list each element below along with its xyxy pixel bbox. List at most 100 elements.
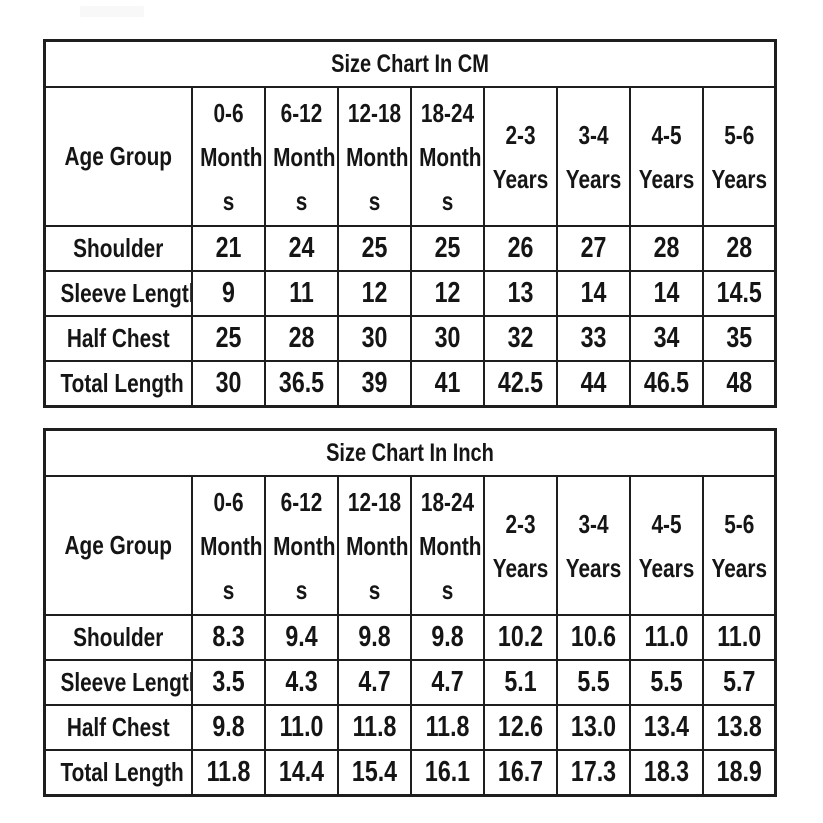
- value-cell: 30: [409, 315, 485, 362]
- value-cell: 14: [555, 270, 631, 317]
- value-cell: 27: [555, 225, 631, 272]
- row-label-shoulder: Shoulder: [43, 614, 193, 661]
- value-cell: 32: [482, 315, 558, 362]
- value-cell: 17.3: [555, 749, 631, 797]
- value-cell: 44: [555, 360, 631, 408]
- value-cell: 3.5: [190, 659, 266, 706]
- row-label-half-chest: Half Chest: [43, 315, 193, 362]
- row-label-half-chest: Half Chest: [43, 704, 193, 751]
- column-header-0-6-months: 0-6 Month s: [190, 86, 266, 227]
- column-header-4-5-years: 4-5 Years: [628, 86, 704, 227]
- table-row: Shoulder 8.3 9.4 9.8 9.8 10.2 10.6 11.0 11.0: [43, 614, 777, 661]
- column-header-5-6-years: 5-6 Years: [701, 86, 777, 227]
- column-header-3-4-years: 3-4 Years: [555, 86, 631, 227]
- value-cell: 24: [263, 225, 339, 272]
- value-cell: 30: [190, 360, 266, 408]
- watermark-artifact: [80, 6, 144, 17]
- value-cell: 11: [263, 270, 339, 317]
- column-header-6-12-months: 6-12 Month s: [263, 475, 339, 616]
- row-label-sleeve-length: Sleeve Length: [43, 659, 193, 706]
- value-cell: 5.7: [701, 659, 777, 706]
- value-cell: 46.5: [628, 360, 704, 408]
- age-group-header: Age Group: [43, 475, 193, 616]
- value-cell: 9.8: [190, 704, 266, 751]
- column-header-6-12-months: 6-12 Month s: [263, 86, 339, 227]
- value-cell: 12: [336, 270, 412, 317]
- row-label-total-length: Total Length: [43, 749, 193, 797]
- column-header-4-5-years: 4-5 Years: [628, 475, 704, 616]
- column-header-2-3-years: 2-3 Years: [482, 475, 558, 616]
- value-cell: 42.5: [482, 360, 558, 408]
- value-cell: 13.4: [628, 704, 704, 751]
- value-cell: 11.0: [628, 614, 704, 661]
- value-cell: 10.6: [555, 614, 631, 661]
- size-chart-inch-title: Size Chart In Inch: [43, 428, 777, 477]
- size-chart-cm-table: Size Chart In CM Age Group 0-6 Month s 6-12…: [43, 39, 777, 408]
- value-cell: 33: [555, 315, 631, 362]
- value-cell: 4.7: [409, 659, 485, 706]
- value-cell: 35: [701, 315, 777, 362]
- value-cell: 21: [190, 225, 266, 272]
- column-header-2-3-years: 2-3 Years: [482, 86, 558, 227]
- table-row: Total Length 30 36.5 39 41 42.5 44 46.5 48: [43, 360, 777, 408]
- value-cell: 48: [701, 360, 777, 408]
- size-chart-cm-title: Size Chart In CM: [43, 39, 777, 88]
- table-row: Shoulder 21 24 25 25 26 27 28 28: [43, 225, 777, 272]
- value-cell: 28: [263, 315, 339, 362]
- age-group-header: Age Group: [43, 86, 193, 227]
- value-cell: 5.1: [482, 659, 558, 706]
- row-label-shoulder: Shoulder: [43, 225, 193, 272]
- value-cell: 16.1: [409, 749, 485, 797]
- value-cell: 5.5: [555, 659, 631, 706]
- column-header-18-24-months: 18-24 Month s: [409, 86, 485, 227]
- table-row: Half Chest 9.8 11.0 11.8 11.8 12.6 13.0 13.4 13.…: [43, 704, 777, 751]
- value-cell: 11.8: [190, 749, 266, 797]
- value-cell: 11.8: [409, 704, 485, 751]
- value-cell: 8.3: [190, 614, 266, 661]
- value-cell: 28: [701, 225, 777, 272]
- value-cell: 9.4: [263, 614, 339, 661]
- value-cell: 13.8: [701, 704, 777, 751]
- row-label-total-length: Total Length: [43, 360, 193, 408]
- table-row: Sleeve Length 9 11 12 12 13 14 14 14.5: [43, 270, 777, 317]
- value-cell: 14.4: [263, 749, 339, 797]
- column-header-0-6-months: 0-6 Month s: [190, 475, 266, 616]
- column-header-12-18-months: 12-18 Month s: [336, 475, 412, 616]
- value-cell: 18.9: [701, 749, 777, 797]
- value-cell: 11.0: [263, 704, 339, 751]
- value-cell: 36.5: [263, 360, 339, 408]
- value-cell: 39: [336, 360, 412, 408]
- size-chart-inch-table: Size Chart In Inch Age Group 0-6 Month s 6-…: [43, 428, 777, 797]
- value-cell: 11.8: [336, 704, 412, 751]
- value-cell: 10.2: [482, 614, 558, 661]
- column-header-18-24-months: 18-24 Month s: [409, 475, 485, 616]
- value-cell: 9.8: [409, 614, 485, 661]
- table-row: Sleeve Length 3.5 4.3 4.7 4.7 5.1 5.5 5.5 5.7: [43, 659, 777, 706]
- value-cell: 14: [628, 270, 704, 317]
- value-cell: 26: [482, 225, 558, 272]
- table-row: Half Chest 25 28 30 30 32 33 34 35: [43, 315, 777, 362]
- value-cell: 12: [409, 270, 485, 317]
- value-cell: 9: [190, 270, 266, 317]
- value-cell: 5.5: [628, 659, 704, 706]
- table-row: Total Length 11.8 14.4 15.4 16.1 16.7 17.3 18.3…: [43, 749, 777, 797]
- value-cell: 18.3: [628, 749, 704, 797]
- value-cell: 13: [482, 270, 558, 317]
- column-header-3-4-years: 3-4 Years: [555, 475, 631, 616]
- value-cell: 30: [336, 315, 412, 362]
- value-cell: 13.0: [555, 704, 631, 751]
- value-cell: 41: [409, 360, 485, 408]
- value-cell: 16.7: [482, 749, 558, 797]
- value-cell: 12.6: [482, 704, 558, 751]
- value-cell: 25: [190, 315, 266, 362]
- value-cell: 25: [409, 225, 485, 272]
- value-cell: 28: [628, 225, 704, 272]
- value-cell: 34: [628, 315, 704, 362]
- value-cell: 11.0: [701, 614, 777, 661]
- value-cell: 9.8: [336, 614, 412, 661]
- column-header-5-6-years: 5-6 Years: [701, 475, 777, 616]
- value-cell: 4.7: [336, 659, 412, 706]
- column-header-12-18-months: 12-18 Month s: [336, 86, 412, 227]
- row-label-sleeve-length: Sleeve Length: [43, 270, 193, 317]
